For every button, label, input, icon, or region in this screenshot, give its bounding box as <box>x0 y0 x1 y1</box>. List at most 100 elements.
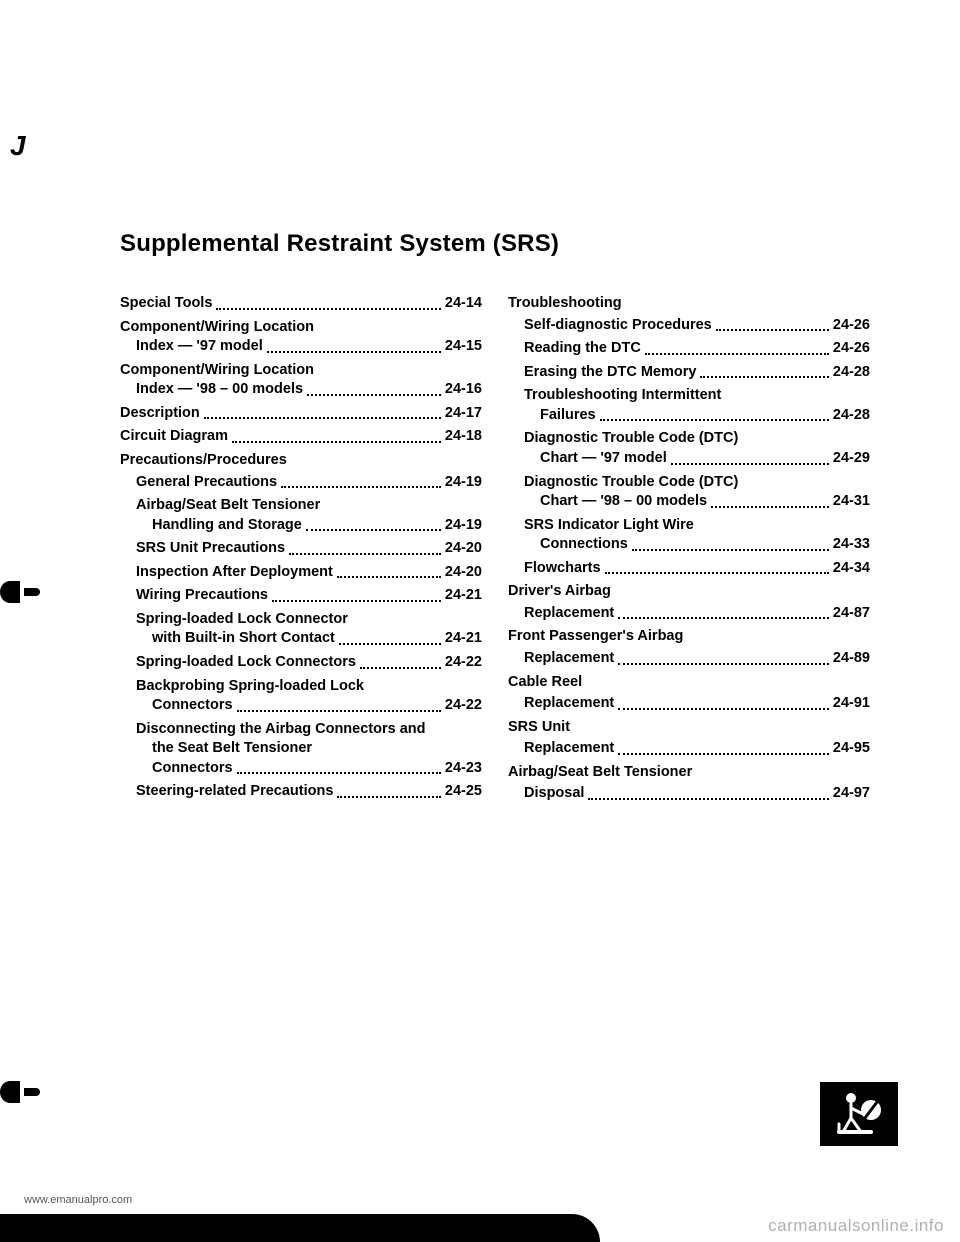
toc-page: 24-28 <box>833 363 870 383</box>
toc-label: Replacement <box>524 604 614 624</box>
binder-mark-top: J <box>10 130 26 162</box>
toc-label-line1: Backprobing Spring-loaded Lock <box>136 677 482 697</box>
toc-page: 24-20 <box>445 539 482 559</box>
toc-heading: Airbag/Seat Belt Tensioner <box>508 763 870 783</box>
toc-label: Wiring Precautions <box>136 586 268 606</box>
toc-entry: Steering-related Precautions24-25 <box>120 782 482 802</box>
toc-page: 24-21 <box>445 629 482 649</box>
srs-airbag-icon <box>820 1082 898 1146</box>
toc-leader-dots <box>232 441 441 443</box>
toc-page: 24-95 <box>833 739 870 759</box>
toc-entry: Flowcharts24-34 <box>508 559 870 579</box>
toc-columns: Special Tools 24-14 Component/Wiring Locat… <box>120 294 870 808</box>
toc-page: 24-26 <box>833 339 870 359</box>
toc-entry: Wiring Precautions 24-21 <box>120 586 482 606</box>
toc-label-line2: Failures <box>540 406 596 426</box>
toc-label: Replacement <box>524 694 614 714</box>
toc-label-line2: Chart — '98 – 00 models <box>540 492 707 512</box>
toc-leader-dots <box>360 667 441 669</box>
toc-leader-dots <box>267 351 441 353</box>
toc-label: Circuit Diagram <box>120 427 228 447</box>
toc-label-line2: Index — '97 model <box>136 337 263 357</box>
toc-entry-multiline: Disconnecting the Airbag Connectors andt… <box>120 720 482 779</box>
toc-entry: Self-diagnostic Procedures 24-26 <box>508 316 870 336</box>
toc-leader-dots <box>645 353 829 355</box>
binder-mark-bottom <box>0 1080 40 1104</box>
toc-page: 24-28 <box>833 406 870 426</box>
toc-label-line2: with Built-in Short Contact <box>152 629 335 649</box>
toc-leader-dots <box>272 600 441 602</box>
toc-entry: Circuit Diagram 24-18 <box>120 427 482 447</box>
toc-leader-dots <box>588 798 828 800</box>
toc-label: Description <box>120 404 200 424</box>
toc-heading: Front Passenger's Airbag <box>508 627 870 647</box>
toc-label-line1: Component/Wiring Location <box>120 318 482 338</box>
toc-leader-dots <box>216 308 441 310</box>
toc-page: 24-18 <box>445 427 482 447</box>
toc-page: 24-23 <box>445 759 482 779</box>
toc-entry: Erasing the DTC Memory 24-28 <box>508 363 870 383</box>
toc-page: 24-25 <box>445 782 482 802</box>
toc-leader-dots <box>700 376 828 378</box>
binder-mark-mid <box>0 580 40 604</box>
toc-leader-dots <box>289 553 441 555</box>
toc-entry: Special Tools 24-14 <box>120 294 482 314</box>
toc-label: Self-diagnostic Procedures <box>524 316 712 336</box>
toc-label: Inspection After Deployment <box>136 563 333 583</box>
toc-entry: Reading the DTC 24-26 <box>508 339 870 359</box>
toc-entry-multiline: Component/Wiring LocationIndex — '97 mod… <box>120 318 482 357</box>
toc-page: 24-91 <box>833 694 870 714</box>
toc-page: 24-15 <box>445 337 482 357</box>
toc-entry: Replacement 24-87 <box>508 604 870 624</box>
toc-entry-multiline: Troubleshooting IntermittentFailures 24-2… <box>508 386 870 425</box>
toc-page: 24-26 <box>833 316 870 336</box>
toc-entry-multiline: Diagnostic Trouble Code (DTC)Chart — '97… <box>508 429 870 468</box>
toc-page: 24-14 <box>445 294 482 314</box>
toc-page: 24-21 <box>445 586 482 606</box>
toc-label-line2: Connectors <box>152 696 233 716</box>
toc-label: Reading the DTC <box>524 339 641 359</box>
toc-leader-dots <box>716 329 829 331</box>
page-title: Supplemental Restraint System (SRS) <box>120 230 870 258</box>
toc-page: 24-87 <box>833 604 870 624</box>
toc-leader-dots <box>337 576 441 578</box>
toc-leader-dots <box>671 463 829 465</box>
toc-leader-dots <box>711 506 829 508</box>
toc-label-line1: Troubleshooting Intermittent <box>524 386 870 406</box>
toc-entry: Replacement24-89 <box>508 649 870 669</box>
toc-page: 24-89 <box>833 649 870 669</box>
toc-leader-dots <box>204 417 441 419</box>
toc-leader-dots <box>237 772 441 774</box>
toc-label: General Precautions <box>136 473 277 493</box>
toc-page: 24-20 <box>445 563 482 583</box>
toc-leader-dots <box>618 753 829 755</box>
toc-page: 24-22 <box>445 696 482 716</box>
toc-label-line1: Diagnostic Trouble Code (DTC) <box>524 473 870 493</box>
page-bottom-curve <box>0 1214 600 1242</box>
toc-entry-multiline: Spring-loaded Lock Connectorwith Built-i… <box>120 610 482 649</box>
toc-heading: Precautions/Procedures <box>120 451 482 471</box>
toc-left-column: Special Tools 24-14 Component/Wiring Locat… <box>120 294 482 808</box>
toc-label: Special Tools <box>120 294 212 314</box>
toc-entry-multiline: SRS Indicator Light WireConnections24-33 <box>508 516 870 555</box>
toc-entry: Replacement 24-91 <box>508 694 870 714</box>
toc-leader-dots <box>605 572 829 574</box>
toc-label-line1: Diagnostic Trouble Code (DTC) <box>524 429 870 449</box>
toc-entry-multiline: Airbag/Seat Belt TensionerHandling and S… <box>120 496 482 535</box>
toc-page: 24-19 <box>445 473 482 493</box>
toc-leader-dots <box>339 643 441 645</box>
footer-url: www.emanualpro.com <box>24 1194 132 1206</box>
toc-entry: Inspection After Deployment 24-20 <box>120 563 482 583</box>
watermark: carmanualsonline.info <box>768 1216 944 1236</box>
toc-leader-dots <box>337 796 440 798</box>
toc-heading: Cable Reel <box>508 673 870 693</box>
toc-entry: Spring-loaded Lock Connectors24-22 <box>120 653 482 673</box>
toc-entry: Disposal24-97 <box>508 784 870 804</box>
toc-leader-dots <box>632 549 829 551</box>
toc-label: Flowcharts <box>524 559 601 579</box>
toc-heading: Troubleshooting <box>508 294 870 314</box>
toc-entry: Description24-17 <box>120 404 482 424</box>
toc-entry-multiline: Component/Wiring LocationIndex — '98 – 0… <box>120 361 482 400</box>
toc-page: 24-19 <box>445 516 482 536</box>
toc-label: Erasing the DTC Memory <box>524 363 696 383</box>
